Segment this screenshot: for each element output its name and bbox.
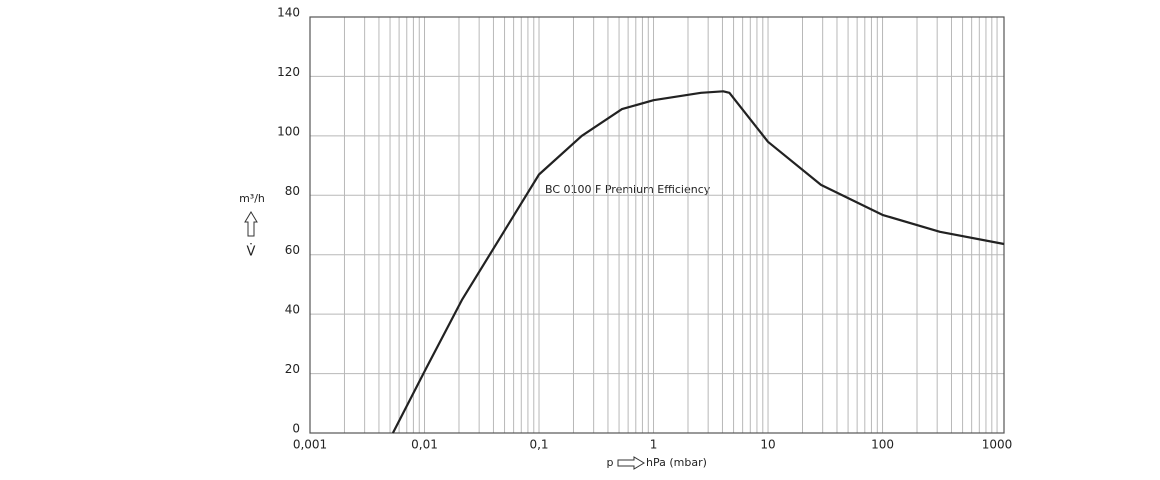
x-tick-label: 0,1 [529,438,548,452]
y-tick-label: 140 [277,6,300,20]
y-tick-label: 100 [277,124,300,138]
y-tick-label: 60 [285,243,300,257]
x-tick-label: 0,01 [411,438,438,452]
x-tick-label: 1000 [982,438,1013,452]
x-axis-arrow [617,456,645,470]
x-tick-label: 1 [650,438,658,452]
y-tick-label: 80 [285,184,300,198]
y-tick-label: 120 [277,65,300,79]
x-axis-symbol: p [607,456,614,469]
x-axis-unit: hPa (mbar) [646,456,707,469]
x-tick-label: 10 [760,438,775,452]
y-tick-label: 20 [285,362,300,376]
y-axis-arrow [244,211,258,237]
y-axis-unit: m³/h [239,192,265,205]
x-tick-label: 0,001 [293,438,327,452]
y-tick-label: 40 [285,303,300,317]
y-tick-label: 0 [292,422,300,436]
data-line [391,90,1005,434]
plot-frame [309,16,1005,434]
y-axis-symbol: V̇ [247,244,256,259]
x-tick-label: 100 [871,438,894,452]
